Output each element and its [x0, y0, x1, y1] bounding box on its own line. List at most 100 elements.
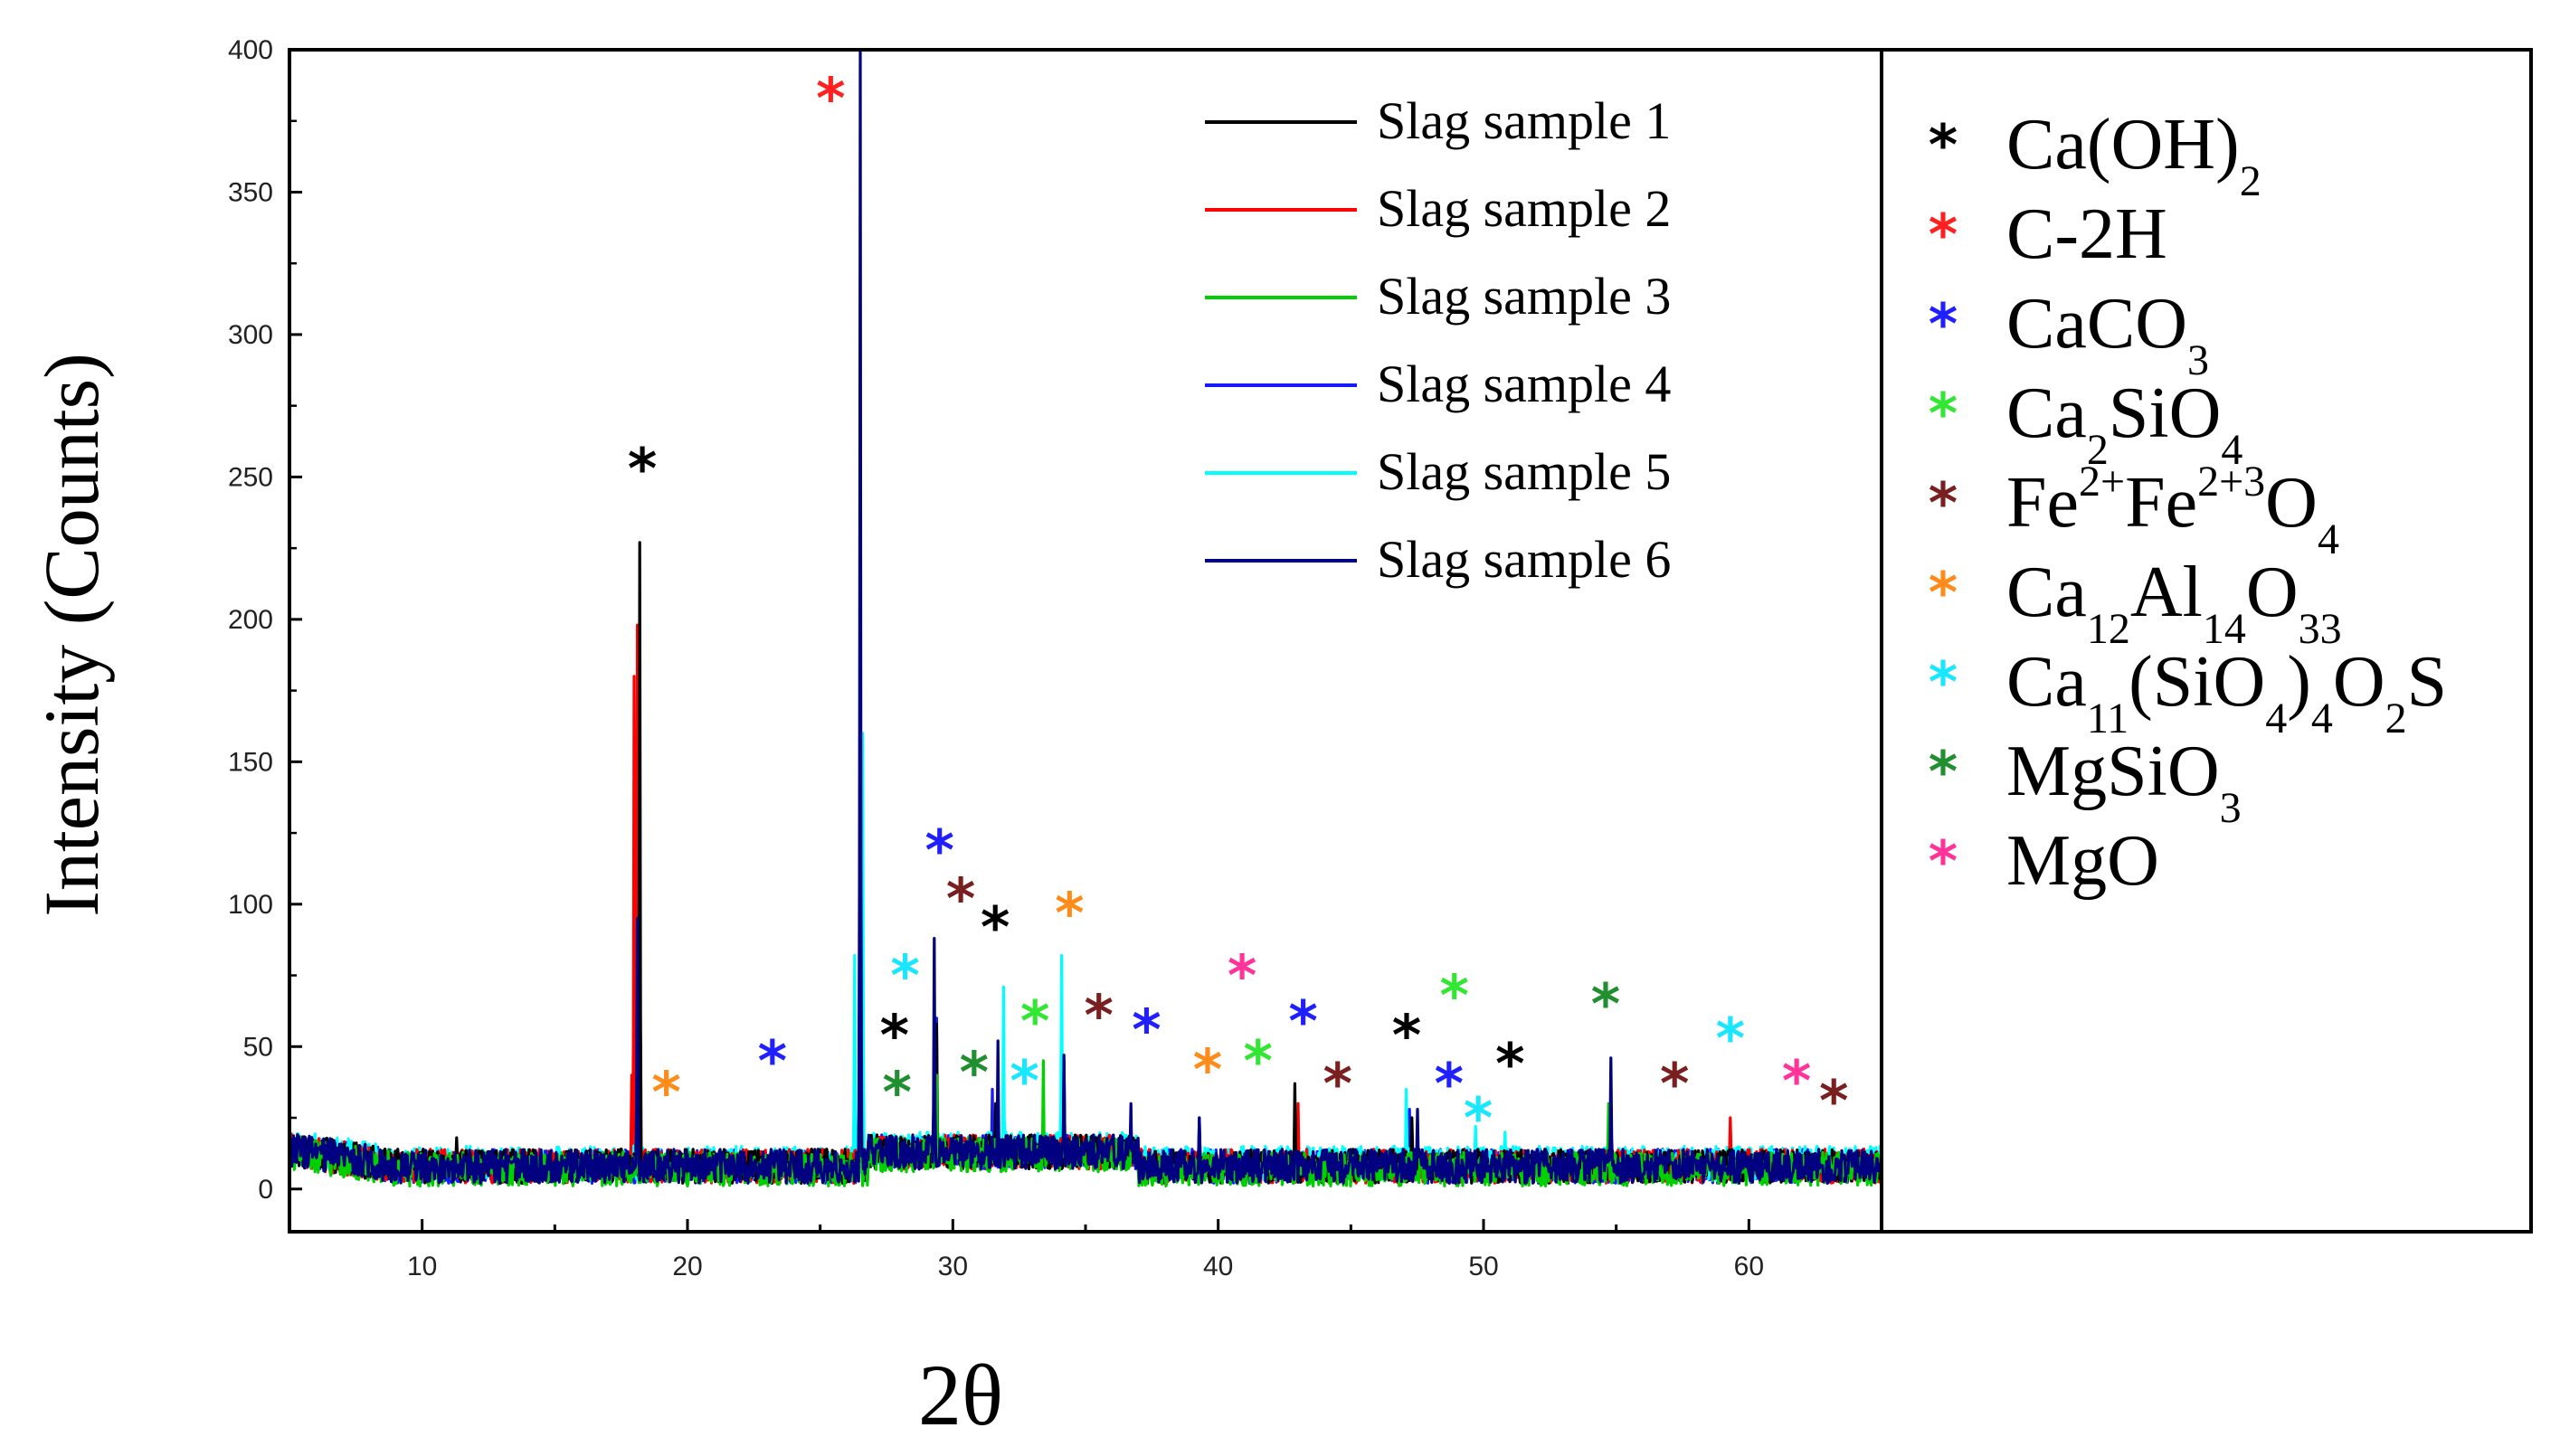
formula-part: MgSiO — [2006, 732, 2220, 811]
mgsio3-legend-label: MgSiO3 — [2006, 732, 2242, 832]
mgsio3-peak-marker: * — [883, 1060, 912, 1126]
mgo-peak-marker: * — [1782, 1048, 1811, 1114]
formula-part: 4 — [2318, 515, 2339, 563]
legend-label-2: Slag sample 2 — [1377, 179, 1671, 238]
caco3-peak-marker: * — [924, 818, 953, 884]
legend-label-4: Slag sample 4 — [1377, 355, 1671, 413]
ternesite-legend-marker: * — [1929, 649, 1958, 715]
mgo-legend-label: MgO — [2006, 821, 2159, 901]
c12a7-legend-label: Ca12Al14O33 — [2006, 553, 2342, 653]
mgsio3-peak-marker: * — [1591, 971, 1620, 1037]
formula-part: 14 — [2203, 605, 2246, 653]
series-line-5 — [288, 732, 1883, 1182]
fe3o4-peak-marker: * — [1084, 983, 1113, 1049]
y-tick-label: 100 — [228, 890, 273, 920]
formula-part: SiO — [2109, 373, 2222, 453]
x-axis-title: 2θ — [918, 1347, 1003, 1443]
formula-part: 2 — [2087, 426, 2109, 474]
mgsio3-peak-marker: * — [960, 1040, 989, 1106]
fe3o4-peak-marker: * — [1819, 1068, 1848, 1134]
legend-panel-frame — [1880, 48, 2533, 1234]
x-tick-label: 50 — [1468, 1252, 1498, 1281]
formula-part: O — [2246, 553, 2299, 632]
formula-part: ) — [2287, 642, 2311, 722]
y-tick-label: 350 — [228, 177, 273, 207]
x-tick-label: 30 — [938, 1252, 968, 1281]
caoh2-legend-marker: * — [1929, 112, 1958, 178]
y-tick-label: 200 — [228, 605, 273, 635]
formula-part: MgO — [2006, 821, 2159, 901]
ca2sio4-peak-marker: * — [1243, 1028, 1272, 1094]
ca2sio4-peak-marker: * — [1440, 963, 1469, 1029]
y-tick-label: 150 — [228, 747, 273, 777]
caoh2-peak-marker: * — [628, 436, 657, 502]
caco3-peak-marker: * — [1132, 997, 1161, 1063]
caoh2-legend-label: Ca(OH)2 — [2006, 105, 2261, 205]
formula-part: Al — [2130, 553, 2203, 632]
formula-part: Ca(OH) — [2006, 105, 2240, 184]
x-tick-label: 10 — [407, 1252, 437, 1281]
y-tick-label: 400 — [228, 35, 273, 65]
ca2sio4-legend-marker: * — [1929, 381, 1958, 447]
c2h-peak-marker: * — [816, 66, 845, 132]
peak-marker-layer: *** * ***** ** **** *************** * — [628, 66, 1849, 1151]
ca2sio4-peak-marker: * — [1020, 988, 1049, 1054]
series-line-6 — [288, 48, 1883, 1186]
axes-layer: 0 50 100 150 200 250 300 350 400 10 20 30 40 50 60 — [228, 35, 2533, 1281]
caco3-legend-label: CaCO3 — [2006, 284, 2209, 384]
legend-label-3: Slag sample 3 — [1377, 267, 1671, 326]
formula-part: Ca — [2006, 373, 2087, 453]
legend-label-1: Slag sample 1 — [1377, 91, 1671, 150]
formula-part: 4 — [2311, 695, 2333, 742]
x-tick-label: 60 — [1734, 1252, 1764, 1281]
ternesite-peak-marker: * — [890, 943, 919, 1009]
formula-part: 2 — [2240, 157, 2261, 205]
ca2sio4-legend-label: Ca2SiO4 — [2006, 373, 2242, 474]
c12a7-peak-marker: * — [651, 1060, 680, 1126]
y-tick-label: 0 — [258, 1175, 273, 1205]
formula-part: 4 — [2265, 695, 2287, 742]
formula-part: 4 — [2221, 426, 2242, 474]
formula-part: 3 — [2220, 784, 2242, 832]
y-tick-label: 300 — [228, 320, 273, 350]
formula-part: 2 — [2385, 695, 2407, 742]
phase-legend: * Ca(OH)2* C-2H* CaCO3* Ca2SiO4* Fe2+Fe2+3O4… — [1929, 105, 2447, 901]
caco3-peak-marker: * — [1435, 1051, 1464, 1117]
caco3-legend-marker: * — [1929, 291, 1958, 357]
legend-label-6: Slag sample 6 — [1377, 530, 1671, 589]
formula-part: S — [2407, 642, 2448, 722]
y-axis-title: Intensity (Counts) — [28, 353, 115, 916]
c12a7-legend-marker: * — [1929, 560, 1958, 626]
formula-part: CaCO — [2006, 284, 2187, 364]
c2h-legend-marker: * — [1929, 202, 1958, 268]
fe3o4-peak-marker: * — [1323, 1051, 1351, 1117]
ternesite-peak-marker: * — [1010, 1048, 1038, 1114]
formula-part: O — [2333, 642, 2385, 722]
x-tick-label: 40 — [1203, 1252, 1233, 1281]
ternesite-peak-marker: * — [1464, 1085, 1493, 1151]
ternesite-legend-label: Ca11(SiO4)4O2S — [2006, 642, 2447, 742]
y-tick-label: 50 — [243, 1032, 273, 1062]
fe3o4-legend-marker: * — [1929, 470, 1958, 536]
formula-part: 3 — [2187, 336, 2209, 384]
c12a7-peak-marker: * — [1193, 1036, 1222, 1102]
c12a7-peak-marker: * — [1055, 880, 1084, 946]
c2h-legend-label: C-2H — [2006, 194, 2167, 274]
x-tick-label: 20 — [672, 1252, 702, 1281]
caco3-peak-marker: * — [758, 1028, 787, 1094]
series-line-4 — [288, 675, 1883, 1185]
formula-part: Ca — [2006, 642, 2087, 722]
fe3o4-peak-marker: * — [946, 866, 975, 932]
formula-part: Fe — [2006, 463, 2079, 543]
formula-part: 33 — [2299, 605, 2342, 653]
formula-part: (SiO — [2129, 642, 2265, 722]
formula-part: 2+ — [2079, 458, 2125, 506]
mgo-peak-marker: * — [1228, 943, 1256, 1009]
mgsio3-legend-marker: * — [1929, 739, 1958, 805]
caoh2-peak-marker: * — [981, 894, 1010, 960]
formula-part: 2+3 — [2197, 458, 2265, 506]
y-tick-label: 250 — [228, 462, 273, 492]
series-line-2 — [288, 623, 1883, 1185]
caoh2-peak-marker: * — [1495, 1031, 1524, 1097]
formula-part: Ca — [2006, 553, 2087, 632]
